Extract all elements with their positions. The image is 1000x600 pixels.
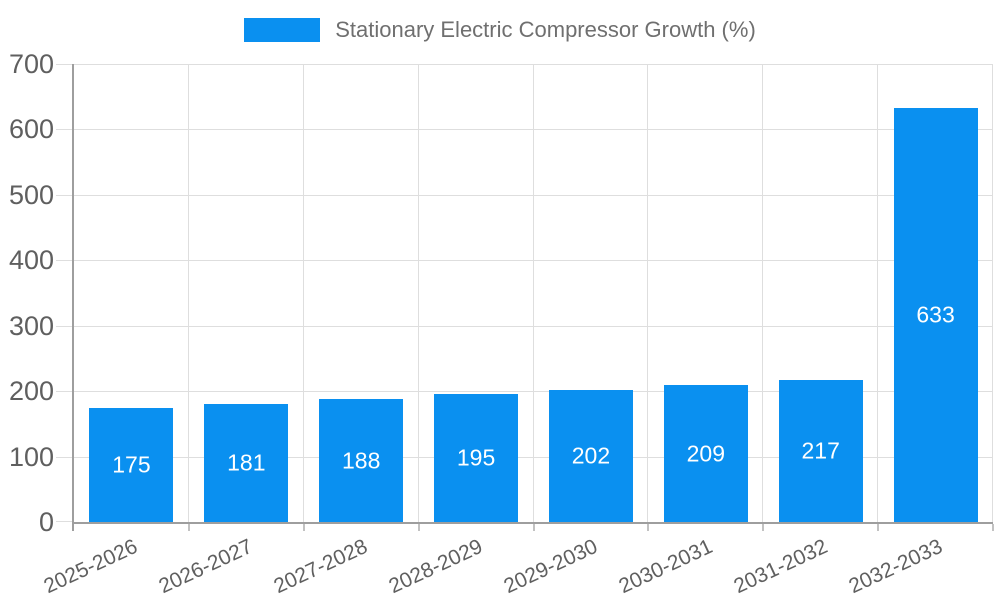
plot-area: 0 100 200 300 400 500 600 700 175 181 188 195 202 209… [9,50,994,598]
x-axis-tick [417,524,420,531]
y-axis-tick [56,521,72,522]
y-axis-label: 100 [8,441,54,472]
bar-value-label: 209 [686,440,725,467]
y-axis-label: 200 [8,376,54,407]
bar[interactable]: 195 [434,394,519,522]
gridline-horizontal [74,456,993,458]
y-axis-tick [56,391,72,393]
bar-value-label: 633 [916,301,955,328]
legend-swatch [244,18,321,42]
x-axis-line [72,522,993,524]
gridline-horizontal [74,194,993,196]
bar[interactable]: 209 [663,385,748,522]
chart-legend: Stationary Electric Compressor Growth (%… [0,17,1000,43]
x-axis-tick [532,524,535,531]
x-axis-tick [992,524,994,531]
y-axis-tick [56,64,72,65]
bar-value-label: 202 [571,442,611,469]
bar-value-label: 217 [801,437,840,464]
gridline-horizontal [74,129,993,131]
x-axis-tick [187,524,190,531]
y-axis-tick [56,129,72,131]
bar-value-label: 181 [227,449,266,476]
bar-value-label: 188 [342,447,381,473]
gridline-vertical [187,64,189,522]
y-axis-tick [56,194,72,196]
y-axis-label: 400 [8,245,54,276]
gridline-horizontal [74,64,993,65]
y-axis-label: 0 [38,507,54,537]
gridline-vertical [532,64,534,522]
bar-value-label: 175 [112,451,151,478]
gridline-horizontal [74,325,993,327]
gridline-horizontal [74,260,993,262]
y-axis-tick [56,260,72,262]
x-axis-tick [877,524,880,531]
bar[interactable]: 175 [89,407,174,522]
x-axis-tick [647,524,650,531]
gridline-vertical [877,64,879,522]
y-axis-label: 700 [8,49,54,79]
x-axis-tick [762,524,765,531]
gridline-vertical [762,64,764,522]
y-axis-label: 600 [8,114,54,145]
bar[interactable]: 188 [319,399,404,522]
gridline-vertical [647,64,649,522]
y-axis-label: 500 [8,179,54,210]
bar-value-label: 195 [456,444,496,471]
bar[interactable]: 181 [204,403,289,522]
y-axis-tick [56,325,72,327]
gridline-vertical [302,64,304,522]
legend-label: Stationary Electric Compressor Growth (%… [335,17,756,42]
bar[interactable]: 217 [778,380,863,522]
y-axis-line [72,64,74,529]
x-axis-tick [302,524,305,531]
gridline-horizontal [74,391,993,393]
x-axis-label: 2025-2026 [40,534,142,599]
gridline-vertical [992,64,993,522]
gridline-vertical [417,64,419,522]
bar[interactable]: 633 [893,107,978,522]
bar[interactable]: 202 [548,389,633,522]
y-axis-tick [56,456,72,458]
y-axis-label: 300 [8,310,54,341]
